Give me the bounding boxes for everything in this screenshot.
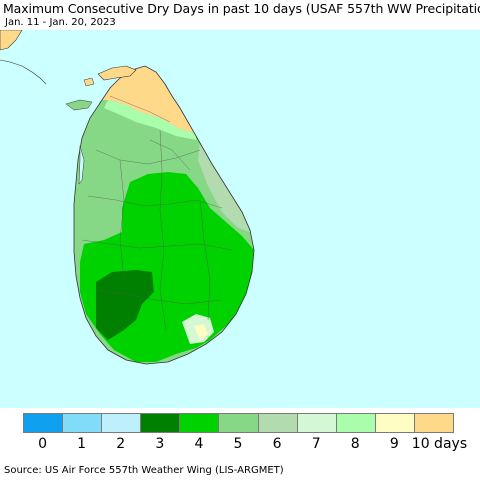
source-note: Source: US Air Force 557th Weather Wing … xyxy=(4,465,284,476)
jaffna-peninsula xyxy=(97,65,137,81)
mannar-island xyxy=(65,99,93,111)
sri-lanka-coastline xyxy=(73,65,255,365)
legend-label: 4 xyxy=(194,436,204,452)
legend-swatch xyxy=(296,413,337,433)
legend-label: 5 xyxy=(233,436,243,452)
region-9-days xyxy=(194,324,208,340)
india-mainland xyxy=(0,30,23,51)
legend-label: 9 xyxy=(389,436,399,452)
legend-swatch xyxy=(413,413,455,433)
legend-swatch xyxy=(140,413,181,433)
legend-label: 3 xyxy=(155,436,165,452)
legend-color-bar xyxy=(23,413,455,433)
india-coast-line xyxy=(0,59,47,85)
region-8-days xyxy=(104,100,196,140)
northern-islets xyxy=(83,77,95,87)
district-boundaries xyxy=(81,95,233,331)
map-title: Maximum Consecutive Dry Days in past 10 … xyxy=(3,1,480,16)
legend-label: 7 xyxy=(311,436,321,452)
sri-lanka-map xyxy=(0,30,480,408)
legend-label: 1 xyxy=(77,436,87,452)
legend-swatch xyxy=(374,413,415,433)
legend-label: 2 xyxy=(116,436,126,452)
kalpitiya-spit xyxy=(78,145,85,185)
legend-swatch xyxy=(218,413,259,433)
legend-swatch xyxy=(101,413,142,433)
region-3-days xyxy=(96,270,154,340)
legend-label: 6 xyxy=(272,436,282,452)
legend-swatch xyxy=(335,413,376,433)
legend-labels: 0 1 2 3 4 5 6 7 8 9 10 days xyxy=(23,436,467,454)
legend-label: 0 xyxy=(38,436,47,452)
date-range: Jan. 11 - Jan. 20, 2023 xyxy=(5,17,116,28)
legend-swatch xyxy=(257,413,298,433)
legend-swatch xyxy=(62,413,103,433)
legend-label: 10 days xyxy=(411,436,468,452)
legend-swatch xyxy=(179,413,220,433)
legend-swatch xyxy=(23,413,64,433)
legend-label: 8 xyxy=(350,436,360,452)
